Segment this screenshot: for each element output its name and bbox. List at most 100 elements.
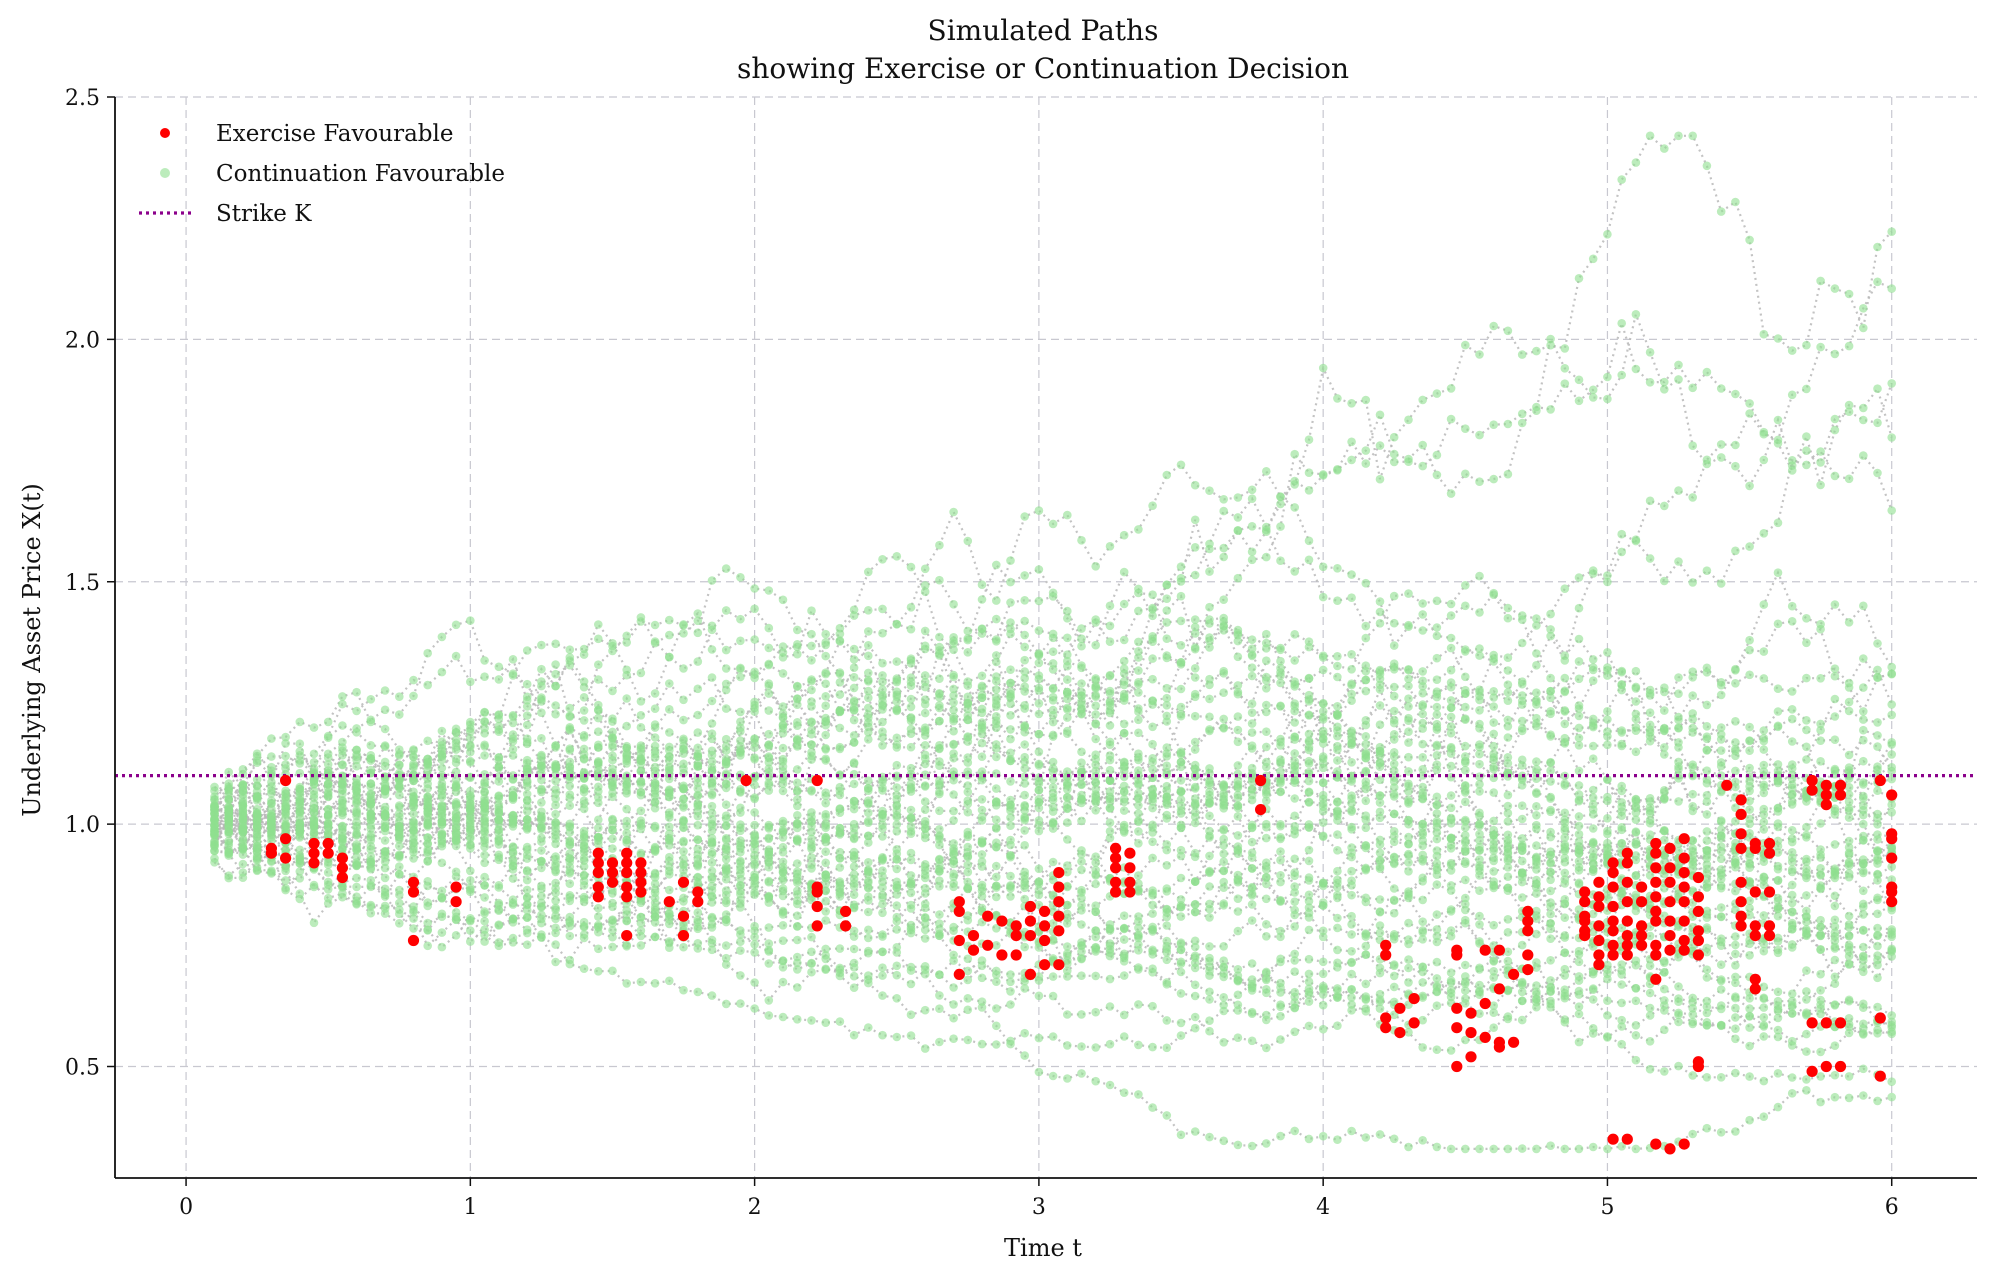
continuation-point <box>1461 424 1470 434</box>
continuation-point <box>821 679 830 689</box>
continuation-point <box>665 866 674 876</box>
continuation-point <box>1219 595 1228 604</box>
continuation-point <box>1560 808 1570 818</box>
continuation-point <box>1247 975 1257 984</box>
continuation-point <box>1574 857 1584 866</box>
continuation-point <box>1802 432 1811 441</box>
continuation-point <box>1503 653 1513 662</box>
continuation-point <box>992 941 1001 950</box>
continuation-point <box>1006 977 1015 987</box>
continuation-point <box>807 1016 816 1025</box>
continuation-point <box>707 778 717 787</box>
continuation-point <box>1190 818 1200 828</box>
continuation-point <box>594 675 603 684</box>
continuation-point <box>650 762 660 772</box>
continuation-point <box>864 933 873 943</box>
continuation-point <box>835 965 845 974</box>
continuation-point <box>1475 685 1484 695</box>
continuation-point <box>1574 674 1584 684</box>
continuation-point <box>1859 899 1868 909</box>
continuation-point <box>608 639 617 648</box>
continuation-point <box>1432 710 1442 719</box>
continuation-point <box>793 682 802 691</box>
continuation-point <box>1759 674 1769 683</box>
continuation-point <box>1233 689 1243 699</box>
continuation-point <box>949 636 958 646</box>
continuation-point <box>1176 912 1186 921</box>
continuation-point <box>1318 818 1328 827</box>
continuation-point <box>1233 526 1243 535</box>
continuation-point <box>1702 827 1712 836</box>
continuation-point <box>949 684 958 694</box>
continuation-point <box>423 784 433 793</box>
continuation-point <box>1162 752 1172 761</box>
continuation-point <box>693 657 703 666</box>
continuation-point <box>409 907 418 917</box>
continuation-point <box>1759 529 1769 538</box>
continuation-point <box>1233 737 1243 747</box>
continuation-point <box>594 787 603 796</box>
continuation-point <box>1716 761 1726 771</box>
continuation-point <box>1219 723 1228 732</box>
continuation-point <box>1475 829 1484 839</box>
continuation-point <box>1773 893 1783 903</box>
continuation-point <box>1063 614 1072 623</box>
continuation-point <box>1262 787 1271 797</box>
continuation-point <box>1219 688 1228 697</box>
continuation-point <box>1731 803 1740 812</box>
continuation-point <box>1631 795 1641 804</box>
continuation-point <box>721 953 731 963</box>
continuation-point <box>395 885 404 895</box>
continuation-point <box>1660 576 1669 586</box>
continuation-point <box>352 761 361 771</box>
continuation-point <box>1475 350 1484 359</box>
continuation-point <box>736 826 745 836</box>
continuation-point <box>1304 776 1314 786</box>
continuation-point <box>1119 971 1129 980</box>
continuation-point <box>1219 866 1228 876</box>
continuation-point <box>480 850 489 860</box>
continuation-point <box>1205 712 1214 722</box>
continuation-point <box>494 675 504 684</box>
continuation-point <box>1304 997 1314 1006</box>
continuation-point <box>1517 979 1527 988</box>
continuation-point <box>1134 728 1143 738</box>
continuation-point <box>1532 688 1541 697</box>
continuation-point <box>1830 901 1840 911</box>
continuation-point <box>1176 957 1186 967</box>
continuation-point <box>665 919 674 929</box>
continuation-point <box>1432 623 1442 632</box>
continuation-point <box>849 819 859 829</box>
continuation-point <box>380 686 390 695</box>
continuation-point <box>409 745 418 754</box>
continuation-point <box>1731 744 1740 754</box>
continuation-point <box>1688 383 1697 393</box>
continuation-point <box>1375 410 1385 420</box>
continuation-point <box>1119 677 1129 686</box>
continuation-point <box>1375 1004 1385 1013</box>
continuation-point <box>793 795 802 804</box>
continuation-point <box>323 783 333 793</box>
continuation-point <box>1077 850 1086 859</box>
continuation-point <box>1333 711 1342 720</box>
continuation-point <box>1617 547 1626 557</box>
continuation-point <box>864 693 873 703</box>
continuation-point <box>281 876 290 885</box>
continuation-point <box>608 898 617 908</box>
continuation-point <box>1375 720 1385 729</box>
continuation-point <box>323 819 333 829</box>
continuation-point <box>693 773 703 783</box>
continuation-point <box>1219 804 1228 813</box>
continuation-point <box>650 888 660 898</box>
continuation-point <box>1745 670 1754 680</box>
continuation-point <box>1432 834 1442 844</box>
path-line <box>214 771 1893 980</box>
continuation-point <box>1475 477 1484 487</box>
continuation-point <box>1503 835 1513 845</box>
continuation-point <box>423 833 433 842</box>
continuation-point <box>1844 797 1854 807</box>
continuation-point <box>1631 726 1641 735</box>
continuation-point <box>451 735 461 745</box>
continuation-point <box>835 854 845 863</box>
continuation-point <box>480 796 489 806</box>
